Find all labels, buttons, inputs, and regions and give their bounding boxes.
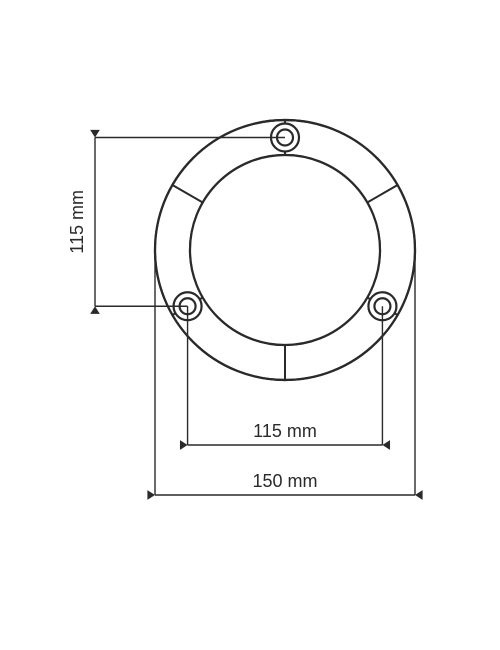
dim-vertical-label: 115 mm [67, 190, 87, 254]
dim-outer-label: 150 mm [252, 471, 317, 491]
drawing-canvas: 115 mm 115 mm 150 mm [0, 0, 500, 650]
diagram-svg: 115 mm 115 mm 150 mm [0, 0, 500, 650]
dim-inner-label: 115 mm [253, 421, 317, 441]
